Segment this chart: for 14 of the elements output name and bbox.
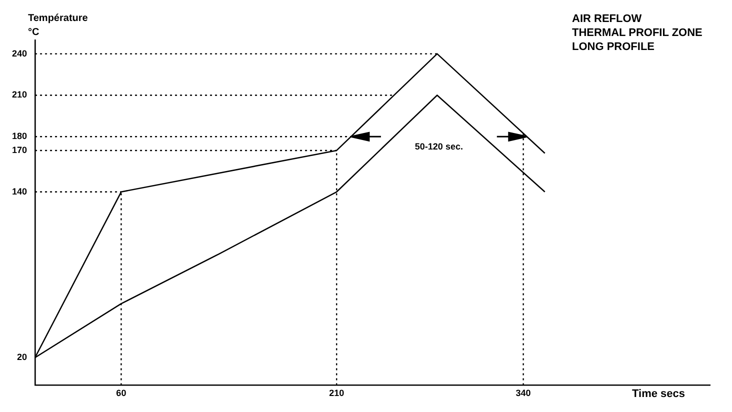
y-tick-label: 170 xyxy=(12,144,28,155)
x-axis-title: Time secs xyxy=(632,388,686,400)
x-tick-label: 210 xyxy=(329,388,344,398)
y-axis-title: Température °C xyxy=(28,12,89,40)
y-tick-label: 20 xyxy=(17,352,28,362)
chart-subtitle: THERMAL PROFIL ZONE LONG PROFILE xyxy=(572,26,704,54)
x-tick-label: 60 xyxy=(116,388,126,398)
y-tick-label: 180 xyxy=(12,131,28,142)
ref-line-label: 50-120 sec. xyxy=(414,142,463,152)
y-tick-label: 240 xyxy=(12,48,28,58)
x-tick-label: 340 xyxy=(516,388,531,398)
y-tick-label: 210 xyxy=(12,90,28,100)
y-tick-label: 140 xyxy=(12,186,28,196)
chart-title: AIR REFLOW xyxy=(572,12,643,26)
